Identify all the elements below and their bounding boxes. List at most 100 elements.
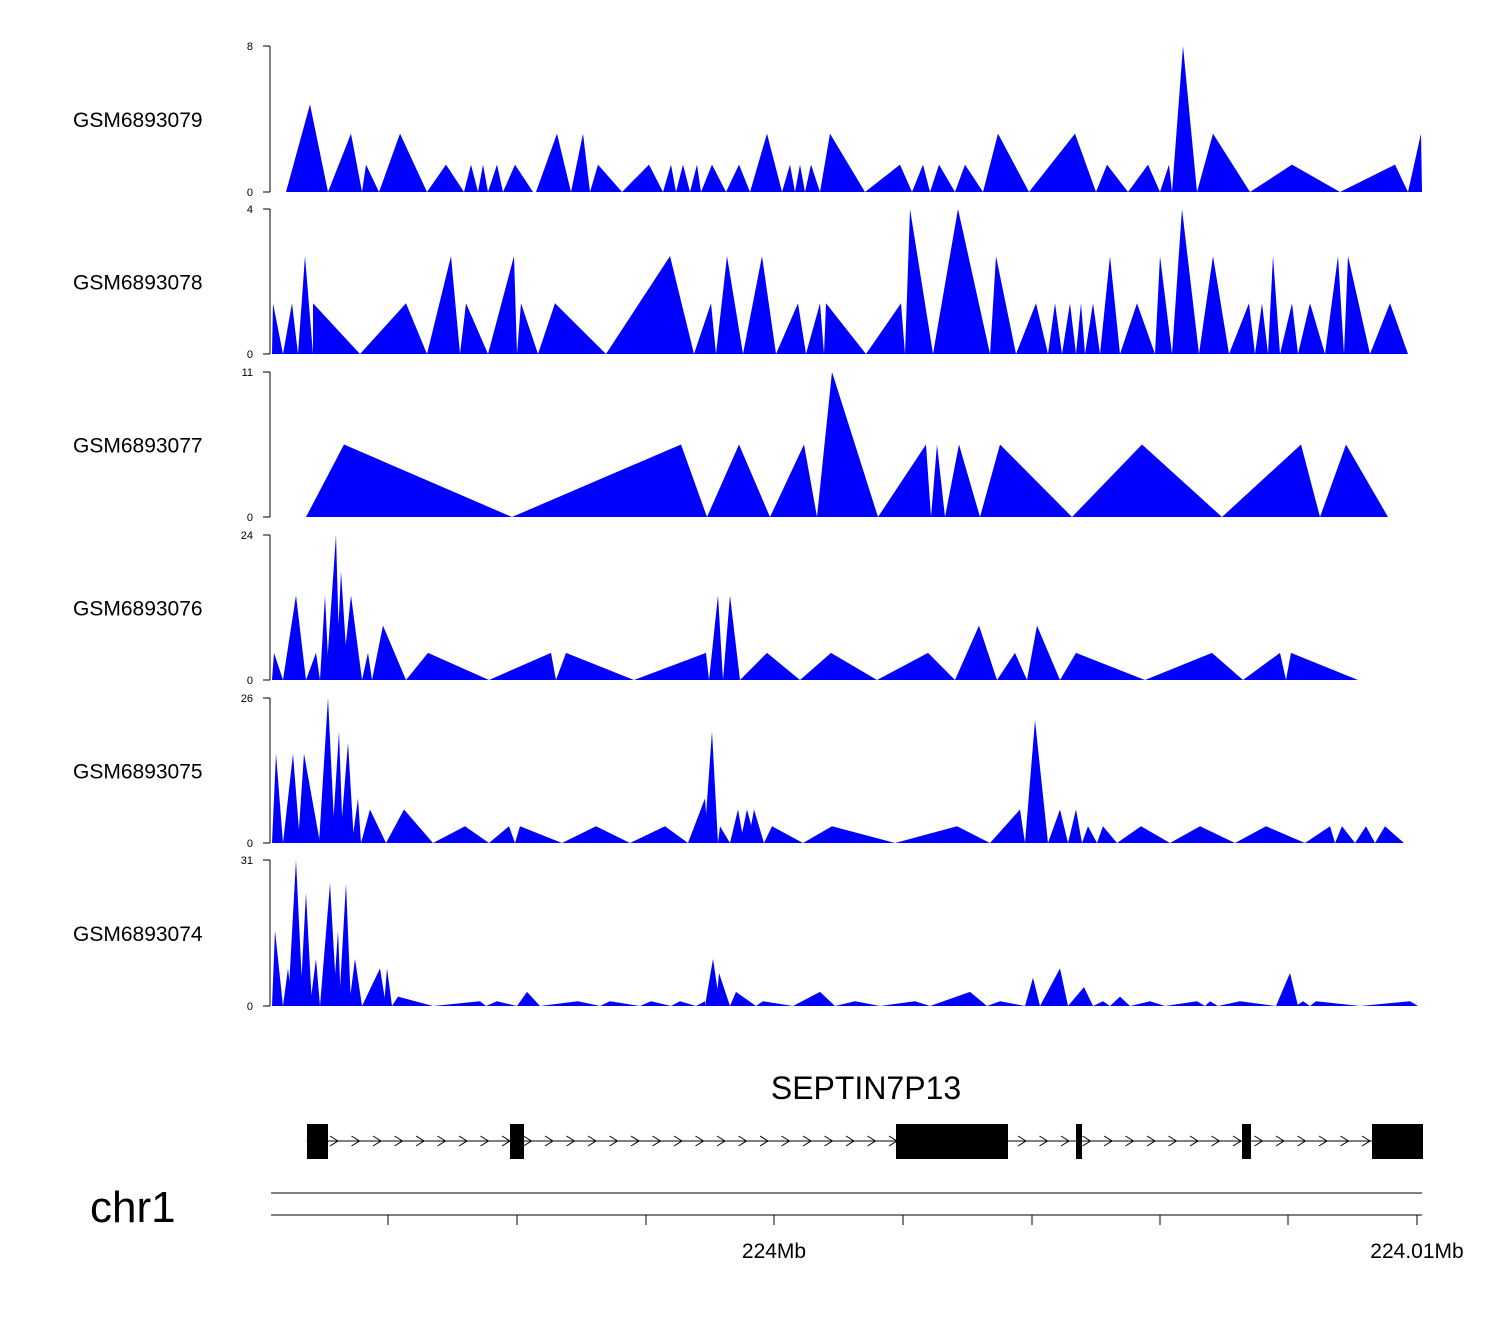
strand-arrow <box>802 1135 812 1147</box>
coverage-peak <box>1110 996 1130 1006</box>
coverage-peak <box>980 444 1072 517</box>
coverage-peak <box>1155 256 1172 354</box>
coverage-peak <box>987 1001 1025 1006</box>
coverage-peak <box>556 652 634 680</box>
coverage-peak <box>333 930 341 1006</box>
coverage-peak <box>730 991 756 1006</box>
coverage-peak <box>782 164 795 192</box>
coverage-peak <box>379 133 427 192</box>
coverage-peak <box>793 991 835 1006</box>
coverage-peak <box>283 595 306 680</box>
coverage-peak <box>1286 652 1358 680</box>
coverage-peak <box>877 652 955 680</box>
coverage-peak <box>1068 809 1082 843</box>
coverage-peak <box>1025 977 1040 1006</box>
coverage-peak <box>562 826 630 843</box>
strand-arrow <box>845 1135 855 1147</box>
track-label: GSM6893075 <box>73 761 203 784</box>
coverage-peak <box>634 652 709 680</box>
coverage-peak <box>718 826 730 843</box>
coverage-peak <box>990 809 1025 843</box>
strand-arrow <box>372 1135 382 1147</box>
coverage-peak <box>320 883 337 1006</box>
coverage-peak <box>640 1001 671 1006</box>
coverage-peak <box>1060 652 1145 680</box>
track-label: GSM6893076 <box>73 598 203 621</box>
strand-arrow <box>1361 1135 1371 1147</box>
coverage-peak <box>1243 652 1286 680</box>
coverage-peak <box>865 164 912 192</box>
coverage-peak <box>306 652 320 680</box>
track-label: GSM6893078 <box>73 272 203 295</box>
gene-exon <box>1372 1124 1423 1159</box>
coverage-peak <box>1172 46 1197 192</box>
genome-axis: chr1 224Mb 224.01Mb <box>90 1183 1464 1263</box>
coverage-peak <box>1093 1001 1110 1006</box>
coverage-peak <box>990 256 1016 354</box>
coverage-peak <box>1344 256 1370 354</box>
track-label: GSM6893079 <box>73 109 203 132</box>
track-label: GSM6893077 <box>73 435 203 458</box>
strand-arrow <box>1017 1135 1027 1147</box>
coverage-peak <box>361 809 386 843</box>
coverage-peak <box>931 444 945 517</box>
strand-arrow <box>1082 1135 1092 1147</box>
gene-name-label: SEPTIN7P13 <box>771 1070 961 1106</box>
y-tick-label-max: 11 <box>242 367 253 379</box>
y-tick-label-max: 8 <box>247 41 253 53</box>
coverage-peak <box>740 652 800 680</box>
coverage-peak <box>795 164 805 192</box>
coverage-peak <box>517 991 540 1006</box>
gene-exon <box>896 1124 1008 1159</box>
coverage-peak <box>705 958 720 1006</box>
coverage-peak <box>349 958 362 1006</box>
gene-exon <box>307 1124 328 1159</box>
coverage-peak <box>723 595 740 680</box>
coverage-peak <box>1335 826 1355 843</box>
strand-arrow <box>329 1135 339 1147</box>
coverage-peak <box>517 303 538 354</box>
strand-arrow <box>351 1135 361 1147</box>
coverage-peak <box>1062 303 1076 354</box>
strand-arrow <box>523 1135 533 1147</box>
coverage-peak <box>630 826 688 843</box>
coverage-peak <box>671 1001 696 1006</box>
coverage-peak <box>707 444 770 517</box>
strand-arrow <box>587 1135 597 1147</box>
coverage-peak <box>803 826 895 843</box>
y-tick-label-min: 0 <box>247 349 253 361</box>
coverage-peak <box>1117 826 1170 843</box>
strand-arrow <box>1189 1135 1199 1147</box>
coverage-peak <box>1305 826 1335 843</box>
coverage-peak <box>606 256 694 354</box>
coverage-peak <box>427 164 464 192</box>
coverage-peak <box>1076 303 1085 354</box>
coverage-peak <box>386 809 433 843</box>
track-label: GSM6893074 <box>73 923 203 946</box>
coverage-peak <box>930 164 955 192</box>
y-tick-label-min: 0 <box>247 838 253 850</box>
coverage-peak <box>1276 973 1298 1006</box>
strand-arrow <box>652 1135 662 1147</box>
coverage-peak <box>600 1001 640 1006</box>
strand-arrow <box>716 1135 726 1147</box>
axis-tick-label: 224Mb <box>742 1240 806 1263</box>
coverage-peak <box>1016 303 1048 354</box>
track-GSM6893079: GSM6893079 8 0 <box>73 41 1422 199</box>
strand-arrow <box>673 1135 683 1147</box>
coverage-peak <box>776 303 806 354</box>
coverage-peak <box>1298 303 1325 354</box>
coverage-peak <box>820 133 865 192</box>
coverage-peak <box>512 444 707 517</box>
coverage-peak <box>571 133 590 192</box>
strand-arrow <box>1340 1135 1350 1147</box>
coverage-peak <box>590 164 622 192</box>
strand-arrow <box>1275 1135 1285 1147</box>
coverage-peak <box>283 753 300 843</box>
coverage-peak <box>983 133 1029 192</box>
coverage-peak <box>460 303 488 354</box>
coverage-peak <box>1097 826 1117 843</box>
coverage-peak <box>489 652 556 680</box>
coverage-peak <box>310 958 320 1006</box>
coverage-peak <box>464 164 478 192</box>
